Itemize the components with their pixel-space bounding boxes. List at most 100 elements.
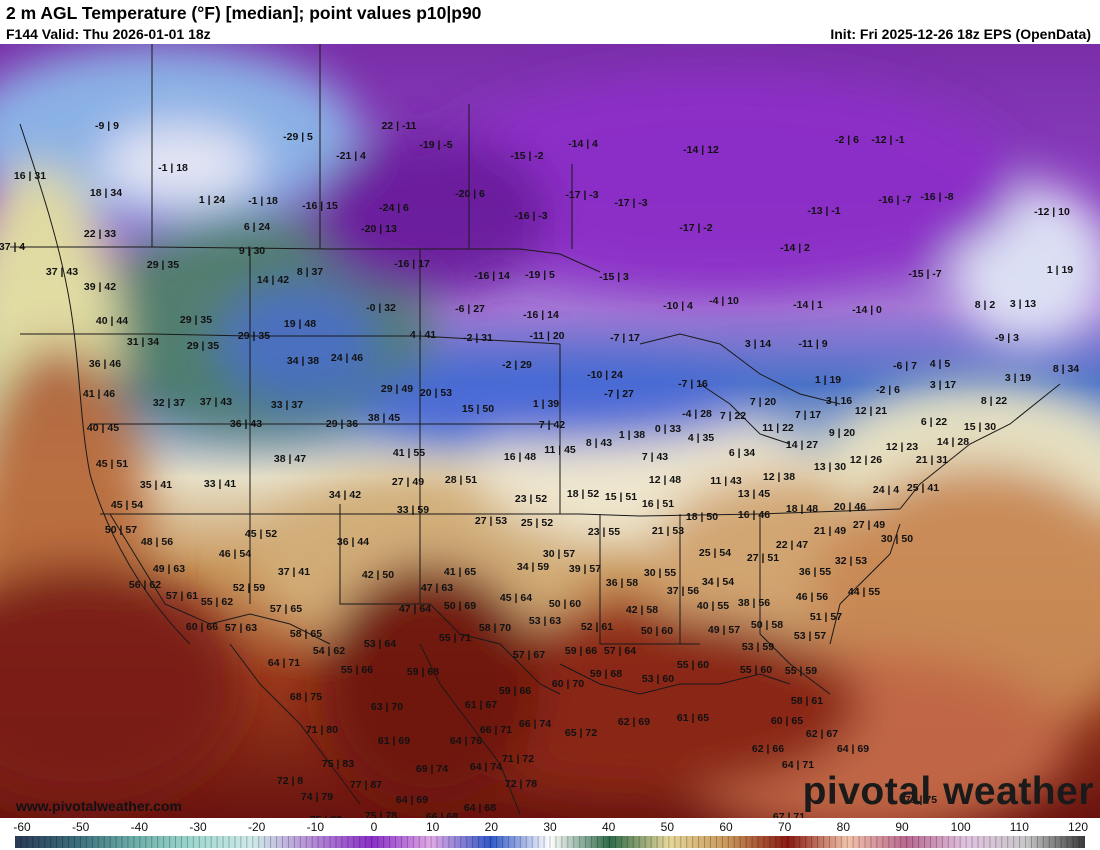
point-value-label: 21 | 53 — [651, 524, 685, 537]
point-value-label: 42 | 58 — [625, 603, 659, 616]
point-value-label: 38 | 45 — [367, 411, 401, 424]
point-value-label: 68 | 75 — [289, 690, 323, 703]
point-value-label: 19 | 48 — [283, 317, 317, 330]
point-value-label: -16 | -8 — [920, 190, 954, 203]
point-value-label: 37 | 41 — [277, 565, 311, 578]
point-value-label: 16 | 31 — [13, 169, 47, 182]
point-value-label: 59 | 66 — [498, 684, 532, 697]
point-value-label: 29 | 35 — [179, 313, 213, 326]
point-value-label: 29 | 49 — [380, 382, 414, 395]
point-value-label: 71 | 75 — [904, 793, 938, 806]
point-value-label: -0 | 32 — [366, 301, 396, 314]
point-value-label: 30 | 57 — [542, 547, 576, 560]
point-value-label: 44 | 55 — [847, 585, 881, 598]
point-value-label: -16 | 14 — [523, 308, 559, 321]
point-value-label: 21 | 31 — [915, 453, 949, 466]
point-value-label: 7 | 17 — [794, 408, 822, 421]
point-value-label: 33 | 41 — [203, 477, 237, 490]
point-value-label: 58 | 61 — [790, 694, 824, 707]
point-value-label: 53 | 57 — [793, 629, 827, 642]
map-background — [0, 44, 1100, 818]
point-value-label: -11 | 20 — [529, 329, 565, 342]
point-value-label: 7 | 22 — [719, 409, 747, 422]
point-value-label: 52 | 59 — [232, 581, 266, 594]
point-value-label: 32 | 37 — [152, 396, 186, 409]
point-value-label: 41 | 65 — [443, 565, 477, 578]
point-value-label: 39 | 57 — [568, 562, 602, 575]
point-value-label: 75 | 83 — [321, 757, 355, 770]
point-value-label: 18 | 50 — [685, 510, 719, 523]
point-value-label: 37 | 43 — [199, 395, 233, 408]
point-value-label: 33 | 59 — [396, 503, 430, 516]
point-value-label: 53 | 60 — [641, 672, 675, 685]
point-value-label: 11 | 45 — [544, 443, 576, 456]
point-value-label: 72 | 8 — [276, 774, 304, 787]
point-value-label: -2 | 6 — [835, 133, 859, 146]
point-value-label: 8 | 22 — [980, 394, 1008, 407]
point-value-label: -24 | 6 — [379, 201, 409, 214]
point-value-label: 53 | 64 — [363, 637, 397, 650]
point-value-label: 56 | 62 — [128, 578, 162, 591]
point-value-label: 45 | 54 — [110, 498, 144, 511]
point-value-label: 1 | 38 — [618, 428, 646, 441]
colorbar-tick: -20 — [247, 820, 266, 834]
point-value-label: 49 | 57 — [707, 623, 741, 636]
point-value-label: -17 | -3 — [565, 188, 599, 201]
point-value-label: 1 | 39 — [532, 397, 560, 410]
point-value-label: -6 | 7 — [893, 359, 917, 372]
point-value-label: 7 | 20 — [749, 395, 777, 408]
point-value-label: -1 | 18 — [158, 161, 188, 174]
point-value-label: -19 | -5 — [419, 138, 453, 151]
point-value-label: 22 | 47 — [775, 538, 809, 551]
point-value-label: 12 | 48 — [648, 473, 682, 486]
point-value-label: 35 | 41 — [139, 478, 173, 491]
point-value-label: 7 | 42 — [538, 418, 566, 431]
point-value-label: -29 | 5 — [283, 130, 313, 143]
point-value-label: 59 | 68 — [589, 667, 623, 680]
colorbar-tick: -30 — [189, 820, 207, 834]
point-value-label: 48 | 56 — [140, 535, 174, 548]
colorbar-tick: 120 — [1067, 820, 1089, 834]
point-value-label: 57 | 64 — [603, 644, 637, 657]
point-value-label: 39 | 42 — [83, 280, 117, 293]
point-value-label: 55 | 59 — [784, 664, 818, 677]
point-value-label: -11 | 9 — [798, 337, 828, 350]
point-value-label: 0 | 33 — [654, 422, 682, 435]
point-value-label: 29 | 36 — [325, 417, 359, 430]
point-value-label: 69 | 74 — [415, 762, 449, 775]
colorbar-tick: 0 — [370, 820, 378, 834]
model-init-time: Init: Fri 2025-12-26 18z EPS (OpenData) — [830, 26, 1091, 42]
point-value-label: 33 | 37 — [270, 398, 304, 411]
point-value-label: 34 | 59 — [516, 560, 550, 573]
point-value-label: -14 | 0 — [852, 303, 882, 316]
point-value-label: 24 | 46 — [330, 351, 364, 364]
point-value-label: 47 | 63 — [420, 581, 454, 594]
point-value-label: 16 | 46 — [737, 508, 771, 521]
colorbar-tick: 20 — [484, 820, 499, 834]
point-value-label: 46 | 56 — [795, 590, 829, 603]
point-value-label: 38 | 47 — [273, 452, 307, 465]
point-value-label: 58 | 70 — [478, 621, 512, 634]
point-value-label: 27 | 53 — [474, 514, 508, 527]
point-value-label: 11 | 43 — [710, 474, 742, 487]
point-value-label: 23 | 55 — [587, 525, 621, 538]
point-value-label: 16 | 51 — [641, 497, 675, 510]
point-value-label: 8 | 2 — [974, 298, 996, 311]
point-value-label: 36 | 58 — [605, 576, 639, 589]
point-value-label: 64 | 69 — [395, 793, 429, 806]
point-value-label: -12 | -1 — [871, 133, 905, 146]
point-value-label: 37 | 56 — [666, 584, 700, 597]
point-value-label: 27 | 49 — [852, 518, 886, 531]
point-value-label: 62 | 69 — [617, 715, 651, 728]
colorbar-tick: 100 — [950, 820, 971, 834]
point-value-label: 14 | 42 — [256, 273, 290, 286]
colorbar-tick: 40 — [601, 820, 616, 834]
point-value-label: 37 | 43 — [45, 265, 79, 278]
point-value-label: 64 | 69 — [836, 742, 870, 755]
point-value-label: 40 | 55 — [696, 599, 730, 612]
point-value-label: 45 | 64 — [499, 591, 533, 604]
point-value-label: 57 | 63 — [224, 621, 258, 634]
point-value-label: 30 | 55 — [643, 566, 677, 579]
point-value-label: 18 | 48 — [785, 502, 819, 515]
point-value-label: -20 | 6 — [455, 187, 485, 200]
